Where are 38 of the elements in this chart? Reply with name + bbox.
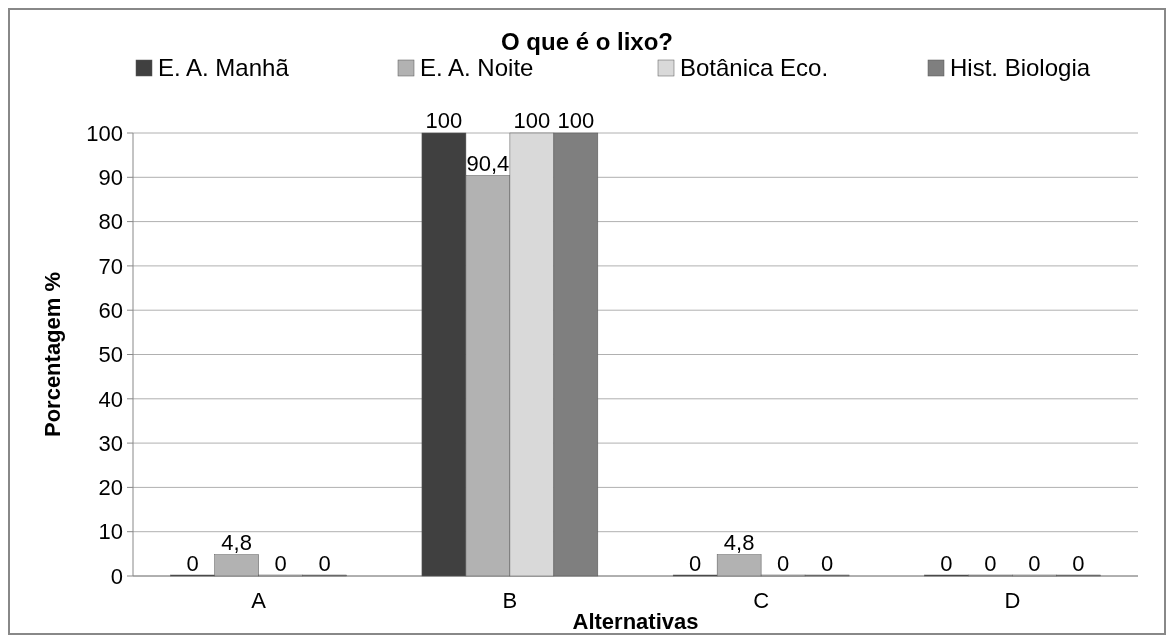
data-label: 0 — [318, 551, 331, 576]
x-tick-label: A — [251, 588, 267, 613]
data-label: 0 — [689, 551, 702, 576]
y-tick-label: 0 — [110, 563, 123, 589]
y-tick-label: 40 — [98, 386, 123, 412]
data-label: 0 — [1072, 551, 1085, 576]
y-tick-label: 30 — [98, 430, 123, 456]
x-tick-label: D — [1004, 588, 1021, 613]
data-label: 0 — [1028, 551, 1041, 576]
legend-label: Hist. Biologia — [950, 54, 1091, 81]
data-label: 0 — [776, 551, 790, 576]
legend-label: Botânica Eco. — [680, 54, 829, 81]
y-tick-label: 70 — [98, 253, 123, 279]
y-tick-label: 60 — [98, 297, 123, 323]
data-label: 100 — [425, 108, 463, 133]
data-label: 4,8 — [221, 529, 252, 555]
y-axis-title: Porcentagem % — [40, 271, 65, 438]
data-label: 0 — [186, 551, 199, 576]
x-tick-label: C — [753, 588, 770, 613]
data-label: 100 — [557, 108, 595, 133]
data-label: 4,8 — [723, 529, 755, 555]
x-tick-label: B — [502, 588, 518, 613]
y-tick-label: 20 — [98, 475, 123, 501]
x-axis-title: Alternativas — [572, 609, 699, 634]
y-tick-label: 50 — [98, 342, 123, 368]
y-tick-label: 90 — [98, 165, 123, 190]
data-label: 0 — [274, 551, 287, 576]
data-label: 0 — [984, 551, 997, 576]
data-label: 90,4 — [466, 150, 510, 176]
data-label: 0 — [820, 551, 834, 576]
y-tick-label: 10 — [98, 519, 123, 545]
legend-label: E. A. Manhã — [158, 54, 290, 81]
legend-label: E. A. Noite — [420, 54, 534, 81]
data-label: 0 — [940, 551, 953, 576]
y-tick-label: 100 — [86, 120, 123, 146]
y-tick-label: 80 — [98, 209, 123, 235]
chart-title: O que é o lixo? — [500, 28, 674, 55]
data-label: 100 — [513, 108, 551, 133]
